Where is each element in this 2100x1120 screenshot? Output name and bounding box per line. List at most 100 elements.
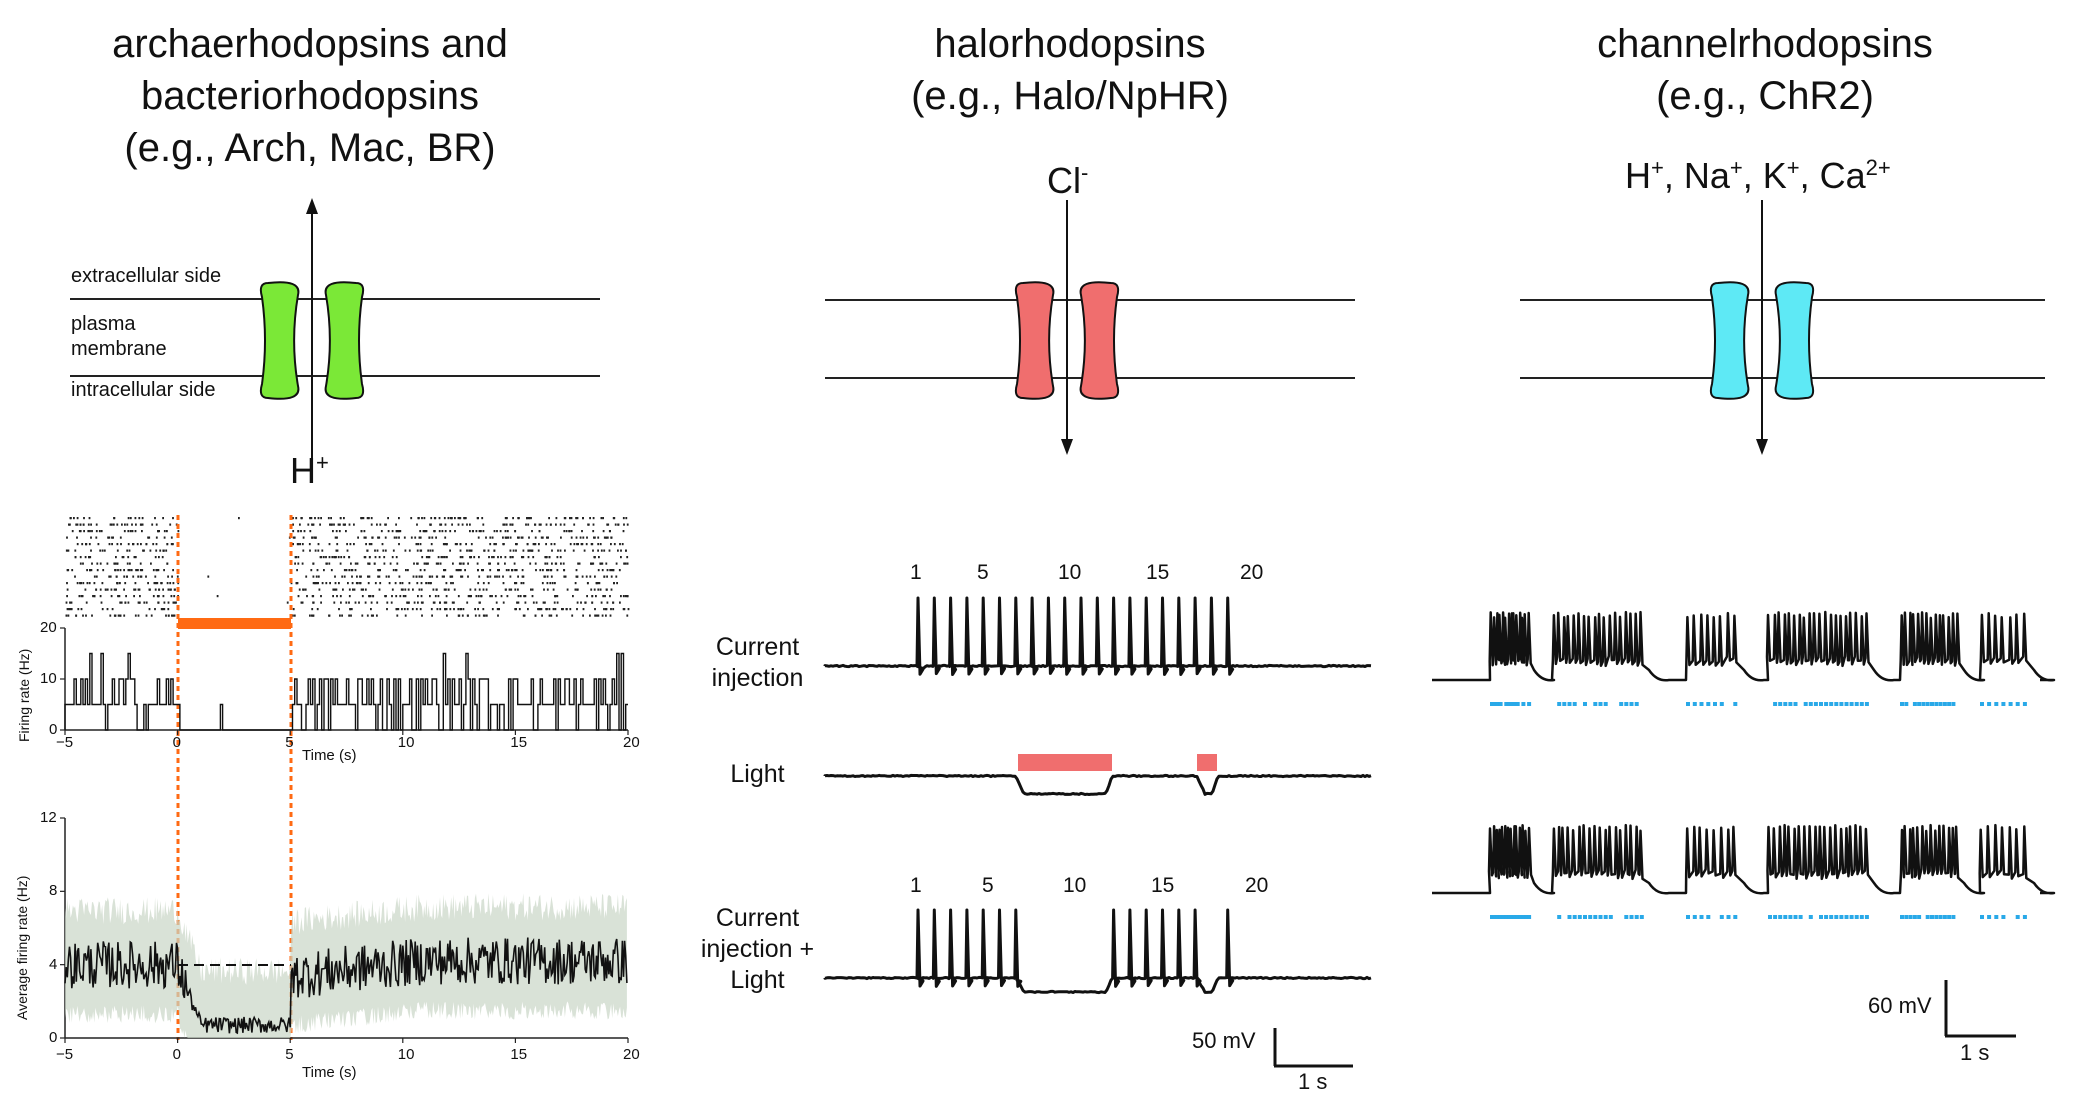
- light-pulse-marker: [1980, 702, 1984, 706]
- spike-tick: [115, 556, 117, 559]
- spike-tick: [535, 601, 538, 604]
- chr2-title: channelrhodopsins (e.g., ChR2): [1597, 22, 1933, 118]
- spike-tick: [95, 536, 98, 539]
- light-pulse-marker: [1917, 915, 1922, 919]
- spike-tick: [86, 569, 88, 572]
- spike-tick: [478, 530, 481, 533]
- spike-tick: [423, 562, 426, 565]
- spike-tick: [172, 517, 174, 520]
- light-pulse-marker: [1947, 915, 1952, 919]
- spike-tick: [301, 543, 304, 546]
- spike-tick: [351, 569, 354, 572]
- spike-tick: [420, 595, 423, 598]
- spike-tick: [530, 588, 532, 591]
- spike-tick: [418, 588, 421, 591]
- light-pulse-marker: [1912, 702, 1917, 706]
- spike-tick: [339, 562, 342, 565]
- spike-tick: [444, 569, 447, 572]
- spike-number: 20: [1240, 561, 1264, 584]
- spike-tick: [594, 575, 596, 578]
- spike-tick: [97, 543, 100, 546]
- spike-tick: [366, 549, 369, 552]
- spike-tick: [126, 575, 128, 578]
- spike-tick: [496, 575, 498, 578]
- spike-tick: [317, 582, 319, 585]
- spike-tick: [538, 523, 541, 526]
- spike-tick: [551, 562, 553, 565]
- spike-tick: [406, 601, 408, 604]
- spike-tick: [419, 608, 422, 611]
- spike-tick: [570, 517, 573, 520]
- spike-tick: [563, 569, 566, 572]
- spike-tick: [415, 543, 418, 546]
- spike-tick: [470, 543, 473, 546]
- spike-tick: [438, 530, 441, 533]
- spike-tick: [129, 562, 131, 565]
- light-pulse-marker: [1512, 915, 1517, 919]
- spike-tick: [99, 562, 102, 565]
- halo-title: halorhodopsins (e.g., Halo/NpHR): [911, 22, 1229, 118]
- protein-half-right: [324, 281, 365, 400]
- spike-tick: [102, 569, 105, 572]
- light-pulse-marker: [1706, 702, 1711, 706]
- spike-tick: [419, 549, 422, 552]
- spike-tick: [384, 536, 387, 539]
- spike-tick: [344, 523, 346, 526]
- spike-tick: [462, 608, 465, 611]
- spike-tick: [522, 582, 525, 585]
- spike-tick: [550, 575, 553, 578]
- spike-tick: [511, 523, 514, 526]
- average-rate-series: [64, 937, 628, 1035]
- spike-tick: [482, 608, 485, 611]
- arch-ion-label: H+: [290, 450, 329, 491]
- spike-tick: [331, 556, 334, 559]
- light-pulse-marker: [1987, 915, 1992, 919]
- spike-tick: [76, 582, 79, 585]
- spike-tick: [143, 601, 146, 604]
- spike-tick: [89, 556, 92, 559]
- spike-tick: [522, 556, 525, 559]
- spike-tick: [75, 614, 77, 617]
- spike-tick: [84, 588, 87, 591]
- spike-tick: [155, 549, 158, 552]
- spike-tick: [626, 614, 629, 617]
- average-y-tick-label: 8: [49, 882, 58, 900]
- spike-tick: [480, 595, 483, 598]
- spike-tick: [446, 543, 448, 546]
- spike-tick: [470, 549, 473, 552]
- spike-tick: [439, 608, 442, 611]
- spike-tick: [477, 582, 480, 585]
- spike-tick: [575, 517, 577, 520]
- spike-tick: [587, 523, 589, 526]
- spike-tick: [469, 523, 471, 526]
- spike-tick: [76, 536, 78, 539]
- spike-tick: [357, 536, 359, 539]
- light-pulse-marker: [1629, 915, 1634, 919]
- spike-raster: [65, 517, 630, 617]
- spike-tick: [554, 595, 556, 598]
- spike-tick: [101, 608, 104, 611]
- spike-tick: [173, 614, 176, 617]
- spike-tick: [610, 543, 612, 546]
- spike-tick: [138, 588, 141, 591]
- spike-tick: [572, 549, 575, 552]
- spike-tick: [617, 549, 619, 552]
- spike-tick: [113, 614, 116, 617]
- spike-tick: [541, 614, 543, 617]
- spike-tick: [421, 614, 423, 617]
- spike-number: 10: [1063, 874, 1087, 897]
- spike-tick: [508, 588, 511, 591]
- spike-tick: [139, 595, 141, 598]
- plasma-membrane-label: plasma membrane: [71, 313, 167, 360]
- spike-tick: [439, 562, 442, 565]
- spike-tick: [366, 614, 369, 617]
- spike-tick: [133, 556, 136, 559]
- spike-tick: [95, 530, 98, 533]
- spike-tick: [576, 517, 579, 520]
- light-pulse-marker: [1490, 702, 1494, 706]
- spike-tick: [392, 549, 395, 552]
- spike-tick: [575, 569, 578, 572]
- light-pulse-marker: [1634, 915, 1639, 919]
- spike-tick: [626, 556, 629, 559]
- spike-tick: [542, 569, 544, 572]
